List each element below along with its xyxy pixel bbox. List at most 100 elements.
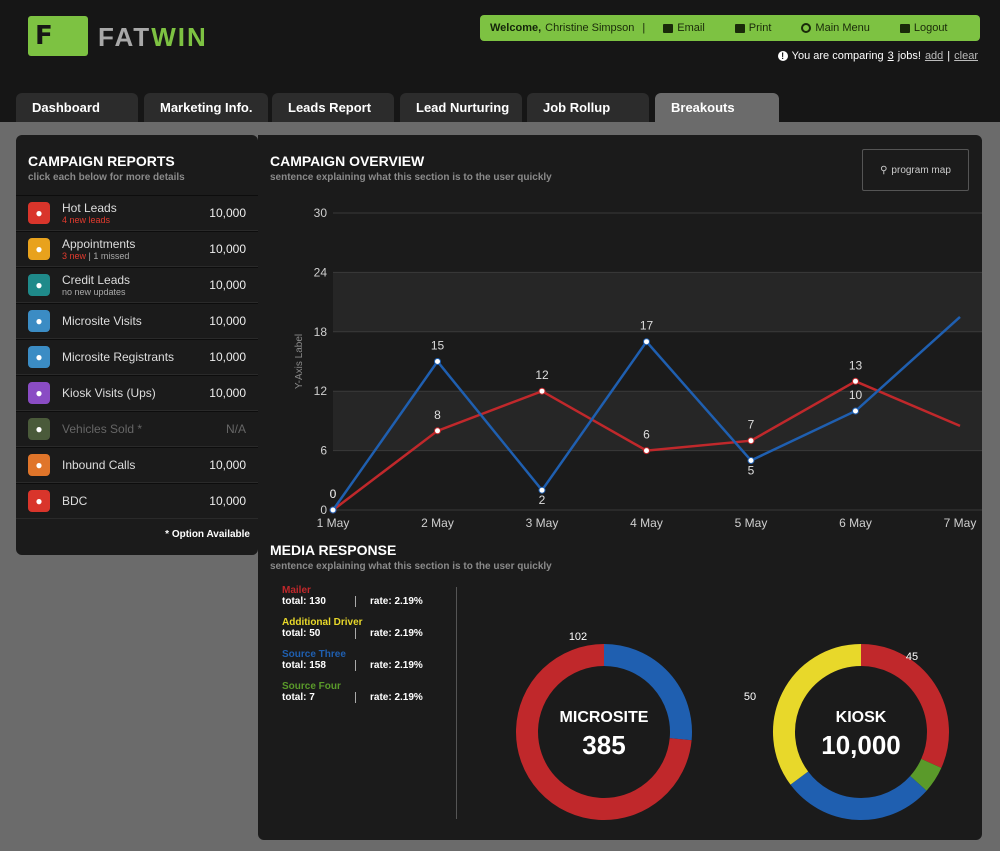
data-label: 0 xyxy=(330,487,337,501)
data-label: 5 xyxy=(748,464,755,478)
report-row[interactable]: ● Microsite Visits 10,000 xyxy=(16,303,258,339)
media-row: Mailer total: 130 rate: 2.19% xyxy=(282,585,423,607)
report-row[interactable]: ● Appointments 3 new | 1 missed 10,000 xyxy=(16,231,258,267)
program-map-label: program map xyxy=(891,164,951,176)
donut-slice xyxy=(909,758,942,791)
logo[interactable]: F xyxy=(28,16,88,56)
report-sub: no new updates xyxy=(62,287,130,297)
data-point xyxy=(643,447,650,455)
report-icon: ● xyxy=(28,202,50,224)
report-sub: 4 new leads xyxy=(62,215,117,225)
donut-slice xyxy=(773,644,862,785)
data-point xyxy=(538,486,546,494)
media-total: total: 50 xyxy=(282,628,356,639)
report-name: BDC xyxy=(62,493,88,508)
y-tick-label: 0 xyxy=(320,503,327,517)
grid-band xyxy=(333,391,982,451)
report-name: Microsite Visits xyxy=(62,313,142,328)
x-tick-label: 5 May xyxy=(735,516,768,530)
print-icon xyxy=(734,23,745,33)
media-rate: rate: 2.19% xyxy=(370,596,423,607)
report-name: Kiosk Visits (Ups) xyxy=(62,385,156,400)
main-menu-label: Main Menu xyxy=(815,22,870,34)
compare-count[interactable]: 3 xyxy=(887,50,894,62)
report-icon: ● xyxy=(28,238,50,260)
tab-dashboard[interactable]: Dashboard xyxy=(16,93,138,122)
compare-bar: ! You are comparing 3 jobs! add | clear xyxy=(777,50,978,62)
email-label: Email xyxy=(677,22,705,34)
compare-clear-link[interactable]: clear xyxy=(954,50,978,62)
y-tick-label: 18 xyxy=(314,325,328,339)
report-sub-highlight: 4 new leads xyxy=(62,214,111,225)
media-source-name: Mailer xyxy=(282,585,311,596)
report-value: N/A xyxy=(225,422,246,436)
main-menu-link[interactable]: Main Menu xyxy=(801,22,870,34)
report-name: Microsite Registrants xyxy=(62,349,175,364)
report-row[interactable]: ● Kiosk Visits (Ups) 10,000 xyxy=(16,375,258,411)
report-name: Vehicles Sold * xyxy=(62,421,143,436)
x-tick-label: 4 May xyxy=(630,516,663,530)
media-row: Additional Driver total: 50 rate: 2.19% xyxy=(282,617,423,639)
donut-slice xyxy=(790,771,927,820)
donut-title: KIOSK xyxy=(836,709,887,726)
report-value: 10,000 xyxy=(209,278,246,292)
compare-separator: | xyxy=(947,50,951,62)
y-tick-label: 30 xyxy=(314,206,328,220)
tab-job-rollup[interactable]: Job Rollup xyxy=(527,93,649,122)
welcome-text: Welcome, Christine Simpson xyxy=(490,22,634,34)
report-value: 10,000 xyxy=(209,494,246,508)
x-tick-label: 6 May xyxy=(839,516,872,530)
logout-link[interactable]: Logout xyxy=(899,22,948,34)
program-map-button[interactable]: ⚲ program map xyxy=(862,149,969,191)
email-link[interactable]: Email xyxy=(663,22,705,34)
report-row[interactable]: ● Microsite Registrants 10,000 xyxy=(16,339,258,375)
campaign-reports-panel: CAMPAIGN REPORTS click each below for mo… xyxy=(16,135,258,555)
donut-charts: MICROSITE 385 102 KIOSK 10,000 45 50 xyxy=(516,631,949,820)
report-icon: ● xyxy=(28,490,50,512)
compare-text-after: jobs! xyxy=(897,50,921,62)
divider: | xyxy=(642,22,646,34)
compare-add-link[interactable]: add xyxy=(924,50,944,62)
data-point xyxy=(434,427,441,435)
slice-label: 50 xyxy=(744,691,756,703)
tab-breakouts[interactable]: Breakouts xyxy=(655,93,779,122)
data-label: 13 xyxy=(849,358,863,372)
data-point xyxy=(852,407,859,415)
print-link[interactable]: Print xyxy=(734,22,771,34)
report-row[interactable]: ● Inbound Calls 10,000 xyxy=(16,447,258,483)
y-tick-label: 12 xyxy=(314,384,328,398)
report-value: 10,000 xyxy=(209,458,246,472)
campaign-reports-title: CAMPAIGN REPORTS xyxy=(28,153,175,169)
option-note: * Option Available xyxy=(165,529,250,540)
data-point xyxy=(538,387,546,395)
donut-value: 385 xyxy=(582,730,625,760)
report-sub-highlight: 3 new xyxy=(62,250,87,261)
report-row[interactable]: ● Credit Leads no new updates 10,000 xyxy=(16,267,258,303)
tab-leads-report[interactable]: Leads Report xyxy=(272,93,394,122)
report-name: Credit Leads xyxy=(62,272,131,287)
y-tick-label: 24 xyxy=(314,265,328,279)
media-source-name: Additional Driver xyxy=(282,617,363,628)
refresh-icon xyxy=(801,23,812,33)
media-row: Source Four total: 7 rate: 2.19% xyxy=(282,681,423,703)
slice-label: 45 xyxy=(906,651,918,663)
line-chart: 0 6 12 18 24 30 1 May 2 May 3 May 4 May 5 May 6 May… xyxy=(294,206,982,530)
media-total: total: 130 xyxy=(282,596,356,607)
report-icon: ● xyxy=(28,310,50,332)
campaign-reports-list: ● Hot Leads 4 new leads 10,000 ● Appointments… xyxy=(16,195,258,519)
brand-name-part1: FAT xyxy=(98,22,152,52)
report-icon: ● xyxy=(28,274,50,296)
report-sub: 3 new | 1 missed xyxy=(62,251,135,261)
tab-marketing-info[interactable]: Marketing Info. xyxy=(144,93,268,122)
welcome-label: Welcome, xyxy=(490,22,542,34)
report-icon: ● xyxy=(28,382,50,404)
tab-lead-nurturing[interactable]: Lead Nurturing xyxy=(400,93,522,122)
report-row[interactable]: ● Vehicles Sold * N/A xyxy=(16,411,258,447)
x-tick-label: 3 May xyxy=(526,516,559,530)
report-name: Appointments xyxy=(62,236,136,251)
data-point xyxy=(852,377,859,385)
report-row[interactable]: ● Hot Leads 4 new leads 10,000 xyxy=(16,195,258,231)
report-value: 10,000 xyxy=(209,350,246,364)
report-row[interactable]: ● BDC 10,000 xyxy=(16,483,258,519)
report-sub-text: no new updates xyxy=(62,286,126,297)
